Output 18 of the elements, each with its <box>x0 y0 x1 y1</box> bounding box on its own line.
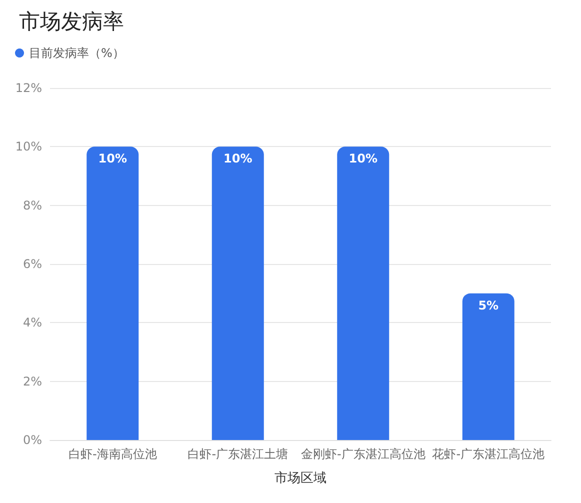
y-tick-label: 12% <box>15 81 42 95</box>
x-tick-label: 花虾-广东湛江高位池 <box>432 447 545 461</box>
y-tick-label: 0% <box>22 433 42 447</box>
x-tick-label: 白虾-广东湛江土塘 <box>188 447 288 461</box>
chart-title: 市场发病率 <box>19 10 124 34</box>
x-tick-label: 金刚虾-广东湛江高位池 <box>300 447 426 461</box>
y-tick-label: 10% <box>15 140 42 154</box>
x-axis-title: 市场区域 <box>274 471 326 486</box>
x-tick-label: 白虾-海南高位池 <box>68 447 157 461</box>
data-label: 10% <box>224 152 252 166</box>
y-tick-label: 2% <box>22 374 42 388</box>
y-tick-label: 4% <box>22 316 42 330</box>
y-tick-label: 8% <box>22 198 42 212</box>
data-label: 5% <box>478 298 499 312</box>
legend-label: 目前发病率（%） <box>29 46 124 60</box>
data-label: 10% <box>98 152 127 166</box>
y-tick-label: 6% <box>22 257 42 271</box>
data-label: 10% <box>348 152 378 166</box>
